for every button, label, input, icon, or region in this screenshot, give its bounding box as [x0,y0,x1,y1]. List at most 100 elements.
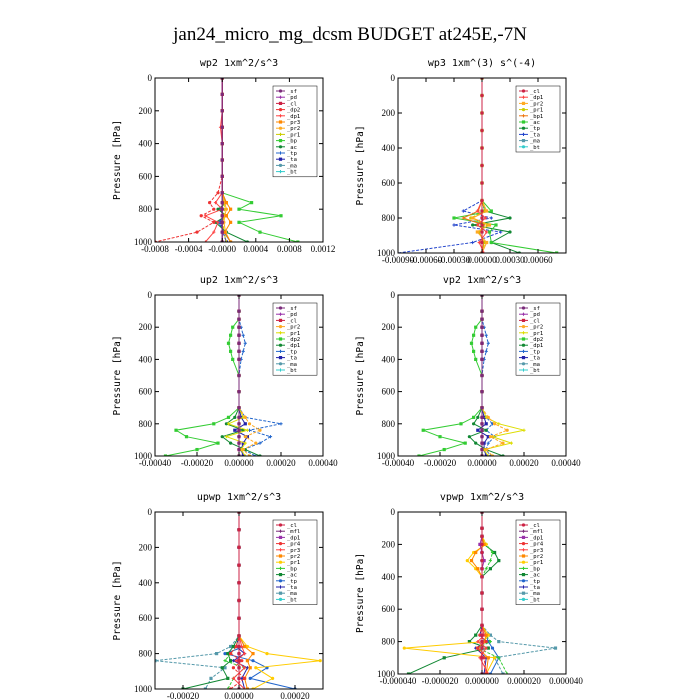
y-tick-label: 200 [382,108,396,118]
legend-marker [278,573,283,577]
data-point [489,209,493,213]
y-axis-label: Pressure [hPa] [112,560,123,640]
y-tick-label: 600 [382,178,396,188]
legend-label: _pr2 [287,126,300,132]
data-point [229,333,233,337]
data-point [237,349,241,353]
data-point [406,672,411,674]
data-point [226,422,231,426]
data-point [237,441,241,445]
data-point [497,422,501,426]
data-point [245,659,249,663]
legend-marker [521,108,526,112]
legend-marker [521,548,526,552]
legend-marker [278,331,283,335]
data-point [237,528,241,532]
legend-marker [278,132,283,136]
data-point [475,230,479,234]
y-tick-label: 1000 [377,248,396,258]
legend-label: _ta [530,132,540,138]
data-point [480,559,484,563]
x-tick-label: 0.0008 [277,244,302,254]
data-point [484,633,488,637]
data-point [461,216,465,220]
legend-marker [278,585,283,589]
data-point [243,341,247,345]
data-point [251,659,255,663]
series-line [155,512,240,689]
data-point [476,428,480,432]
x-tick-label: 0.00030 [495,255,525,265]
data-point [237,415,241,419]
chart-panel-3: up2 1xm^2/s^3 Pressure [hPa] 0 200 400 600 800… [112,275,338,468]
legend-label: _bt [530,597,540,603]
data-point [237,325,241,329]
legend-marker [278,368,283,372]
y-tick-label: 800 [139,649,153,659]
data-point [279,214,283,218]
data-point [220,220,224,224]
data-point [174,428,178,432]
legend-label: _ta [287,157,297,163]
figure-title: jan24_micro_mg_dcsm BUDGET at245E,-7N [172,24,527,45]
legend-marker [521,120,526,124]
y-tick-label: 400 [139,354,153,364]
data-point [480,406,484,410]
data-point [224,435,228,439]
legend-marker [278,163,283,167]
data-point [480,317,484,321]
data-point [231,659,235,663]
data-point [474,325,478,329]
data-point [226,341,231,345]
data-point [467,435,471,439]
data-point [480,435,484,439]
legend-label: _dp1 [287,114,300,120]
x-tick-label: 0.000020 [507,676,541,686]
legend-label: _tp [287,349,297,355]
legend-marker [278,157,283,161]
legend-label: _pr2 [287,325,300,331]
data-point [231,666,235,670]
x-tick-label: 0.00000 [467,458,497,468]
data-point [220,191,224,195]
legend-marker [278,523,283,527]
legend-marker [521,579,526,583]
data-point [486,454,490,456]
data-point [220,109,224,113]
data-point [213,201,218,205]
legend-marker [521,529,526,533]
legend-marker [278,306,283,310]
data-point [497,640,501,644]
data-point [195,230,199,234]
data-point [241,349,245,353]
data-point [488,633,492,637]
x-tick-label: -0.0004 [175,244,203,254]
data-point [486,341,490,345]
legend-label: _dp2 [530,337,543,343]
data-point [487,223,492,227]
x-tick-label: 0.00020 [509,458,539,468]
data-point [220,201,224,205]
series-group [402,512,558,674]
data-point [279,422,283,426]
data-point [509,441,513,445]
legend-label: _ma [287,362,297,368]
data-point [474,441,478,445]
y-tick-label: 600 [139,387,153,397]
data-point [493,550,497,555]
data-point [480,146,484,150]
data-point [234,659,238,663]
legend-label: _pr3 [287,548,300,554]
data-point [482,640,486,644]
y-tick-label: 0 [391,290,396,300]
data-point [220,666,224,670]
series-line [418,295,483,456]
data-point [220,214,224,218]
data-point [237,309,241,313]
data-point [482,251,486,253]
legend-marker [521,597,526,602]
data-point [208,201,212,205]
x-tick-label: 0.00020 [266,458,296,468]
legend-marker [521,139,526,143]
x-tick-label: 0.00040 [551,458,581,468]
